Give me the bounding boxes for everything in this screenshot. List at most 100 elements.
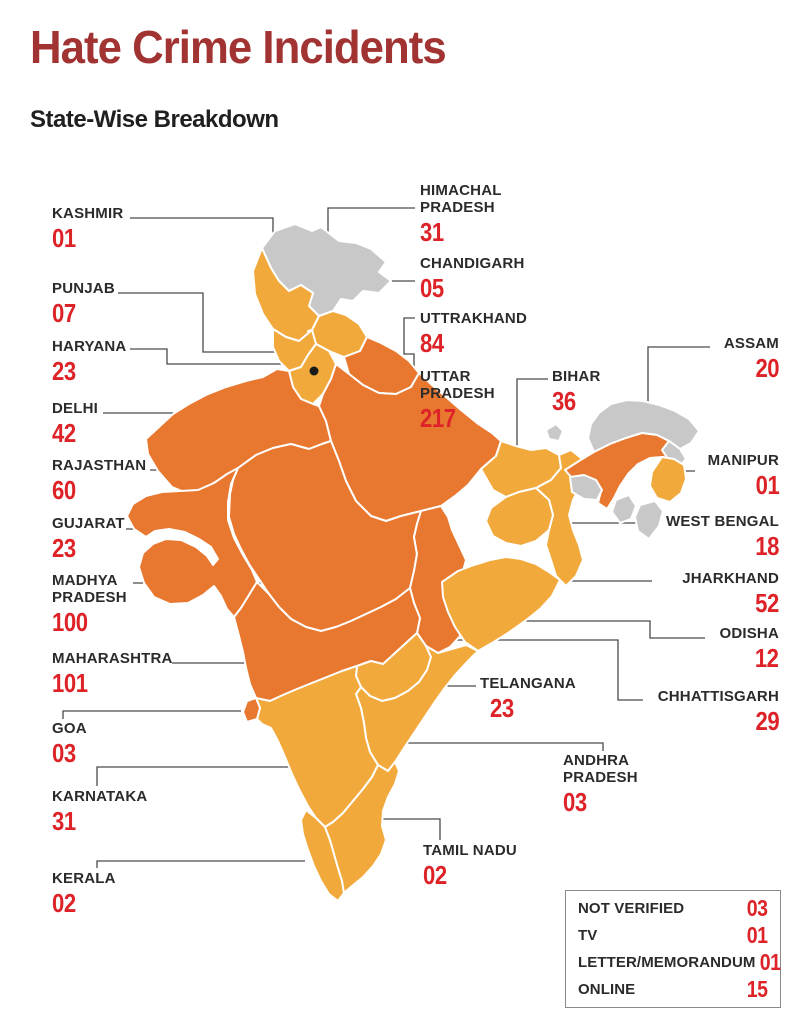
page-subtitle: State-Wise Breakdown	[30, 106, 279, 133]
summary-row: NOT VERIFIED 03	[578, 895, 768, 922]
leader-bihar	[516, 378, 548, 476]
leader-chhattisgarh	[455, 639, 643, 701]
state-manipur	[649, 456, 687, 503]
state-name: MADHYA PRADESH	[52, 572, 127, 606]
label-kashmir: KASHMIR 01	[52, 205, 123, 251]
state-name: CHANDIGARH	[420, 255, 525, 272]
label-bihar: BIHAR 36	[552, 368, 601, 414]
label-tamil-nadu: TAMIL NADU 02	[423, 842, 517, 888]
leader-kashmir	[130, 217, 274, 295]
state-jharkhand	[485, 487, 554, 547]
state-value: 36	[552, 386, 576, 416]
label-chhattisgarh: CHHATTISGARH 29	[657, 688, 780, 734]
label-gujarat: GUJARAT 23	[52, 515, 125, 561]
region-mizoram	[634, 500, 664, 540]
state-name: CHHATTISGARH	[657, 688, 779, 705]
summary-label: LETTER/MEMORANDUM	[578, 954, 756, 971]
state-value: 31	[52, 806, 76, 836]
state-value: 01	[755, 470, 779, 500]
state-name: JHARKHAND	[682, 570, 779, 587]
label-karnataka: KARNATAKA 31	[52, 788, 147, 834]
state-name: UTTAR PRADESH	[420, 368, 495, 402]
label-chandigarh: CHANDIGARH 05	[420, 255, 525, 301]
state-value: 18	[755, 531, 779, 561]
leader-karnataka	[96, 766, 293, 786]
leader-kerala	[96, 860, 305, 868]
state-name: WEST BENGAL	[665, 513, 779, 530]
label-manipur: MANIPUR 01	[707, 452, 780, 500]
page-title: Hate Crime Incidents	[30, 21, 447, 73]
summary-value: 15	[747, 976, 768, 1002]
state-name: KASHMIR	[52, 205, 124, 222]
leader-andhra-pradesh	[352, 742, 604, 751]
leader-uttrakhand	[403, 317, 415, 380]
state-shapes	[126, 223, 700, 902]
label-west-bengal: WEST BENGAL 18	[666, 513, 779, 559]
summary-label: ONLINE	[578, 981, 636, 998]
label-uttrakhand: UTTRAKHAND 84	[420, 310, 527, 356]
label-uttar-pradesh: UTTAR PRADESH 217	[420, 368, 500, 431]
state-value: 217	[420, 403, 456, 433]
state-name: PUNJAB	[52, 280, 115, 297]
label-jharkhand: JHARKHAND 52	[682, 570, 779, 616]
state-goa	[242, 697, 261, 723]
state-value: 100	[52, 607, 88, 637]
label-rajasthan: RAJASTHAN 60	[52, 457, 146, 503]
summary-value: 01	[747, 922, 768, 948]
state-name: GUJARAT	[52, 515, 125, 532]
summary-box: NOT VERIFIED 03 TV 01 LETTER/MEMORANDUM …	[565, 890, 781, 1008]
label-odisha: ODISHA 12	[719, 625, 779, 671]
label-telangana: TELANGANA 23	[480, 675, 576, 721]
state-name: TAMIL NADU	[423, 842, 517, 859]
state-value: 07	[52, 298, 76, 328]
label-delhi: DELHI 42	[52, 400, 98, 446]
region-sikkim	[545, 423, 564, 442]
leader-odisha	[520, 620, 705, 639]
leader-haryana	[130, 348, 296, 365]
label-himachal-pradesh: HIMACHAL PRADESH 31	[420, 182, 510, 245]
state-name: DELHI	[52, 400, 98, 417]
state-name: HARYANA	[52, 338, 127, 355]
state-tamil-nadu	[324, 761, 400, 894]
state-name: MANIPUR	[707, 452, 779, 469]
leader-goa	[62, 710, 241, 719]
summary-row: LETTER/MEMORANDUM 01	[578, 949, 781, 976]
state-name: MAHARASHTRA	[52, 650, 173, 667]
state-value: 23	[490, 693, 514, 723]
state-name: ANDHRA PRADESH	[563, 752, 638, 786]
state-name: BIHAR	[552, 368, 601, 385]
state-name: HIMACHAL PRADESH	[420, 182, 502, 216]
state-value: 52	[755, 588, 779, 618]
summary-label: TV	[578, 927, 598, 944]
label-madhya-pradesh: MADHYA PRADESH 100	[52, 572, 134, 635]
state-value: 03	[52, 738, 76, 768]
state-value: 01	[52, 223, 76, 253]
label-andhra-pradesh: ANDHRA PRADESH 03	[563, 752, 653, 815]
state-name: ASSAM	[723, 335, 779, 352]
summary-value: 03	[747, 895, 768, 921]
state-name: KERALA	[52, 870, 116, 887]
summary-row: TV 01	[578, 922, 768, 949]
state-value: 05	[420, 273, 444, 303]
state-value: 23	[52, 356, 76, 386]
state-value: 12	[755, 643, 779, 673]
state-value: 02	[423, 860, 447, 890]
label-assam: ASSAM 20	[723, 335, 780, 381]
state-value: 84	[420, 328, 444, 358]
label-goa: GOA 03	[52, 720, 87, 766]
state-value: 23	[52, 533, 76, 563]
state-name: RAJASTHAN	[52, 457, 147, 474]
region-meghalaya	[569, 474, 603, 501]
summary-row: ONLINE 15	[578, 976, 768, 1003]
region-tripura	[611, 494, 637, 524]
state-name: GOA	[52, 720, 87, 737]
state-name: TELANGANA	[480, 675, 576, 692]
label-haryana: HARYANA 23	[52, 338, 126, 384]
chandigarh-marker-dot	[309, 366, 319, 376]
label-maharashtra: MAHARASHTRA 101	[52, 650, 173, 696]
state-name: UTTRAKHAND	[420, 310, 527, 327]
label-punjab: PUNJAB 07	[52, 280, 115, 326]
state-value: 101	[52, 668, 88, 698]
